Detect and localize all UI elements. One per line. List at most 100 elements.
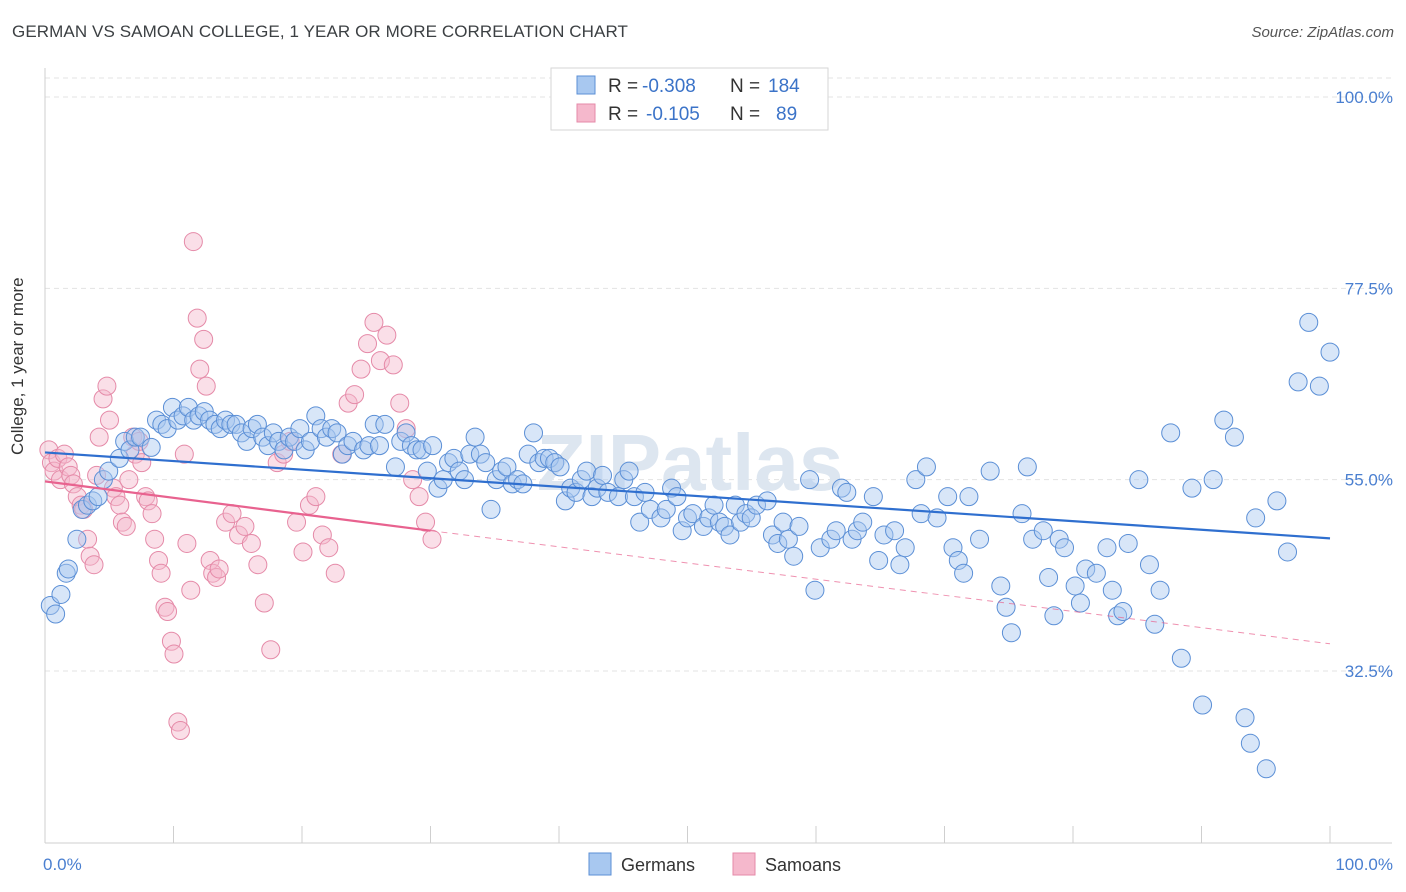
x-tick-label-start: 0.0% <box>43 855 82 874</box>
german-point <box>58 559 78 579</box>
german-point <box>258 436 278 456</box>
chart-title: GERMAN VS SAMOAN COLLEGE, 1 YEAR OR MORE… <box>12 22 629 41</box>
german-point <box>1278 542 1298 562</box>
samoan-point <box>110 495 130 515</box>
german-point <box>370 436 390 456</box>
german-point <box>869 550 889 570</box>
german-point <box>385 457 405 477</box>
german-point <box>980 461 1000 481</box>
german-point <box>524 423 544 443</box>
samoan-point <box>254 593 274 613</box>
german-point <box>1161 423 1181 443</box>
legend-samoans-r-label: R = <box>608 104 638 125</box>
samoan-point <box>119 470 139 490</box>
german-point <box>943 538 963 558</box>
samoan-point <box>364 312 384 332</box>
german-point <box>125 427 145 447</box>
german-point <box>874 525 894 545</box>
german-point <box>768 533 788 553</box>
german-point <box>1118 533 1138 553</box>
german-point <box>1150 580 1170 600</box>
german-point <box>99 461 119 481</box>
samoan-point <box>345 385 365 405</box>
legend-germans-swatch <box>576 75 596 95</box>
german-point <box>1240 733 1260 753</box>
german-point <box>991 576 1011 596</box>
samoan-point <box>161 631 181 651</box>
german-point <box>916 457 936 477</box>
legend-samoans-n-value: 89 <box>776 104 797 125</box>
german-point <box>656 499 676 519</box>
german-point <box>996 597 1016 617</box>
german-point <box>1203 470 1223 490</box>
samoan-point <box>358 334 377 354</box>
german-point <box>683 504 703 524</box>
german-point <box>1309 376 1329 396</box>
bottom-legend: Germans Samoans <box>588 852 841 876</box>
german-point <box>826 521 846 541</box>
y-tick-labels: 100.0% 77.5% 55.0% 32.5% <box>1335 88 1393 681</box>
samoan-point <box>409 487 429 507</box>
german-point <box>619 461 639 481</box>
german-point <box>853 512 873 532</box>
german-point <box>131 427 151 447</box>
samoans-trend-line <box>44 480 431 532</box>
german-point <box>959 487 979 507</box>
legend-germans-n-value: 184 <box>768 76 800 97</box>
german-point <box>407 440 427 460</box>
german-point <box>375 414 395 434</box>
german-point <box>534 448 554 468</box>
samoan-point <box>181 580 201 600</box>
samoan-point <box>325 563 345 583</box>
samoan-point <box>274 444 294 464</box>
legend-samoans-swatch <box>576 103 596 123</box>
german-point <box>476 453 496 473</box>
german-point <box>1299 312 1319 332</box>
samoan-point <box>190 359 210 379</box>
german-point <box>46 604 66 624</box>
german-point <box>1070 593 1090 613</box>
samoan-point <box>97 376 117 396</box>
german-point <box>67 529 87 549</box>
german-point <box>141 437 161 457</box>
samoan-point <box>416 512 436 532</box>
legend-box: R = -0.308 N = 184 R = -0.105 N = 89 <box>550 67 829 131</box>
german-point <box>460 444 480 464</box>
bottom-legend-samoans-swatch <box>732 852 756 876</box>
german-point <box>1044 606 1064 626</box>
german-point <box>699 508 719 528</box>
german-point <box>300 431 320 451</box>
german-point <box>1055 538 1075 558</box>
german-point <box>1224 427 1244 447</box>
german-point <box>481 499 501 519</box>
german-point <box>306 406 326 426</box>
bottom-legend-samoans-label: Samoans <box>765 855 841 875</box>
samoan-point <box>164 644 184 664</box>
samoan-point <box>177 533 197 553</box>
german-point <box>970 529 990 549</box>
gridlines <box>45 77 1392 672</box>
samoan-point <box>209 559 229 579</box>
german-point <box>890 555 910 575</box>
x-tick-label-end: 100.0% <box>1335 855 1393 874</box>
german-point <box>1086 563 1106 583</box>
germans-trend-line <box>44 451 1331 540</box>
x-tick-labels: 0.0% 100.0% <box>43 855 1393 874</box>
samoan-point <box>261 640 281 660</box>
german-point <box>465 427 485 447</box>
german-point <box>741 508 761 528</box>
samoan-point <box>149 550 169 570</box>
samoan-point <box>170 721 190 741</box>
legend-samoans-n-label: N = <box>730 104 760 125</box>
germans-series <box>40 312 1340 779</box>
german-point <box>1235 708 1255 728</box>
legend-germans-n-label: N = <box>730 76 760 97</box>
german-point <box>1129 470 1149 490</box>
samoan-point <box>319 538 339 558</box>
german-point <box>1012 504 1032 524</box>
german-point <box>1039 567 1059 587</box>
german-point <box>396 423 416 443</box>
german-point <box>1001 623 1021 643</box>
german-point <box>1171 648 1191 668</box>
